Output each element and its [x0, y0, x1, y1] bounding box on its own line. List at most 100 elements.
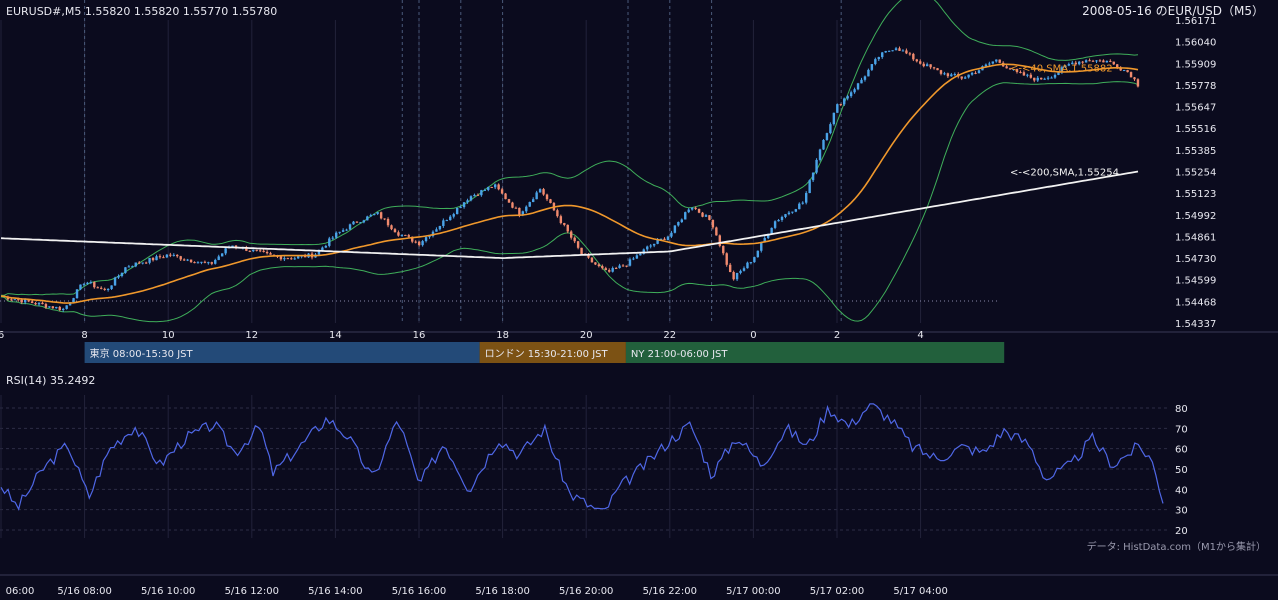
candle-body	[801, 202, 804, 204]
candle-body	[687, 209, 690, 213]
candle-body	[248, 250, 252, 252]
candle-body	[804, 193, 808, 203]
candle-body	[435, 229, 438, 232]
candle-body	[421, 241, 424, 246]
candle-body	[23, 299, 27, 303]
price-tick-label: 1.55778	[1175, 81, 1216, 92]
price-x-tick: 20	[580, 330, 593, 341]
candle-body	[117, 275, 120, 278]
candle-body	[946, 73, 950, 77]
candle-body	[148, 257, 151, 263]
candle-body	[601, 266, 604, 269]
candle-body	[473, 194, 476, 197]
candle-body	[279, 256, 283, 260]
candle-body	[30, 301, 34, 304]
candle-body	[1064, 65, 1067, 68]
candle-body	[1088, 60, 1091, 62]
candle-body	[103, 288, 106, 290]
candle-body	[988, 63, 991, 65]
candle-body	[777, 219, 780, 222]
session-block	[84, 342, 480, 363]
candle-body	[393, 229, 397, 233]
candle-body	[680, 219, 683, 223]
candle-body	[932, 67, 936, 69]
candle-body	[794, 209, 798, 212]
candle-body	[770, 227, 773, 235]
data-source: データ: HistData.com（M1から集計）	[1087, 540, 1266, 553]
candle-body	[355, 221, 359, 223]
candle-body	[507, 199, 511, 203]
candle-body	[915, 59, 918, 62]
candle-body	[1084, 60, 1088, 63]
candle-body	[1074, 62, 1077, 65]
candle-body	[217, 256, 220, 260]
candle-body	[822, 139, 825, 150]
candle-body	[576, 241, 580, 248]
candle-body	[134, 262, 137, 267]
price-tick-label: 1.55123	[1175, 189, 1216, 200]
candle-body	[984, 64, 988, 67]
candle-body	[37, 302, 41, 305]
candle-body	[72, 298, 75, 303]
candle-body	[839, 104, 842, 106]
candle-body	[1043, 78, 1046, 80]
rsi-x-tick: 5/16 10:00	[141, 586, 195, 597]
candle-body	[41, 302, 44, 305]
candle-body	[656, 239, 659, 244]
candle-body	[493, 184, 497, 188]
candle-body	[27, 299, 30, 302]
candle-body	[414, 241, 417, 243]
candle-body	[590, 257, 594, 263]
candle-body	[694, 207, 697, 209]
candle-body	[870, 64, 874, 70]
candle-body	[44, 304, 48, 308]
price-x-tick: 14	[329, 330, 342, 341]
candle-body	[1067, 64, 1071, 66]
candle-body	[466, 200, 469, 203]
candle-body	[1053, 74, 1057, 78]
price-tick-label: 1.56171	[1175, 16, 1216, 27]
rsi-tick-label: 70	[1175, 424, 1188, 435]
candle-body	[995, 59, 998, 62]
rsi-tick-label: 20	[1175, 526, 1188, 537]
candle-body	[324, 245, 328, 248]
candle-body	[100, 287, 103, 289]
candle-body	[756, 250, 760, 258]
candle-body	[366, 216, 369, 221]
candle-body	[373, 213, 376, 216]
session-block	[479, 342, 626, 363]
candle-body	[504, 193, 507, 200]
candle-body	[718, 235, 722, 246]
candle-body	[1060, 67, 1064, 73]
candle-body	[290, 258, 293, 260]
candle-body	[580, 247, 583, 255]
candle-body	[545, 194, 549, 200]
candle-body	[970, 72, 974, 75]
candle-body	[604, 268, 607, 271]
rsi-x-tick: 5/16 22:00	[643, 586, 697, 597]
session-label: 東京 08:00-15:30 JST	[90, 347, 194, 360]
candle-body	[1036, 77, 1039, 81]
candle-body	[335, 232, 338, 238]
candle-body	[652, 243, 656, 246]
rsi-x-tick: 5/16 18:00	[475, 586, 529, 597]
candle-body	[742, 268, 746, 271]
candle-body	[186, 259, 189, 261]
candle-body	[597, 264, 601, 267]
candle-body	[10, 299, 13, 301]
candle-body	[120, 272, 124, 276]
candle-body	[193, 262, 196, 264]
candle-body	[1105, 60, 1109, 63]
candle-body	[587, 254, 590, 258]
candle-body	[283, 258, 286, 260]
candle-body	[497, 184, 500, 190]
rsi-tick-label: 80	[1175, 404, 1188, 415]
rsi-x-tick: 5/16 12:00	[225, 586, 279, 597]
candle-body	[739, 270, 742, 273]
candle-body	[1078, 61, 1081, 65]
candle-body	[1122, 70, 1126, 72]
candle-body	[231, 245, 234, 247]
candle-body	[182, 259, 186, 261]
candle-body	[106, 289, 110, 291]
candle-body	[400, 234, 404, 236]
